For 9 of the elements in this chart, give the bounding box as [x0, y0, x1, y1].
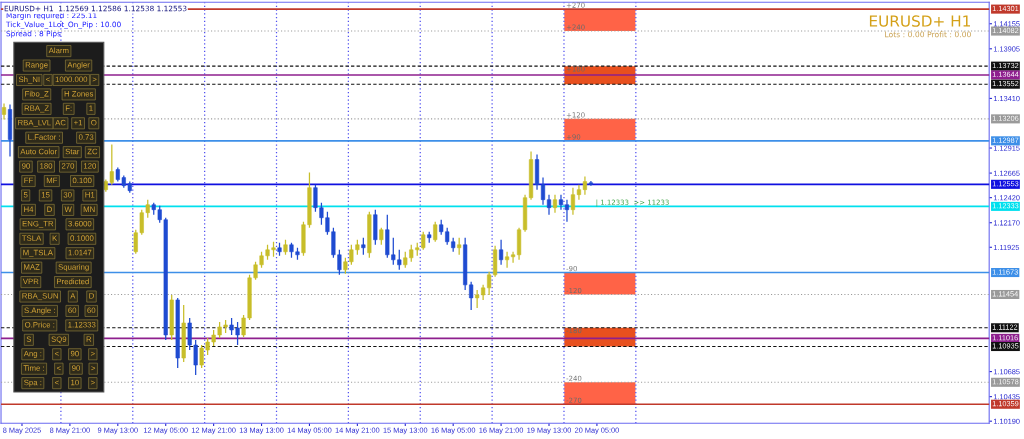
- candlestick: [499, 239, 504, 266]
- candlestick: [433, 221, 438, 243]
- candlestick: [540, 176, 546, 206]
- candlestick: [558, 194, 564, 211]
- candlestick: [546, 194, 552, 216]
- candlestick: [570, 187, 576, 216]
- candlestick: [552, 194, 558, 214]
- text: EURUSD+ H1: [869, 15, 970, 27]
- candlestick: [564, 199, 570, 223]
